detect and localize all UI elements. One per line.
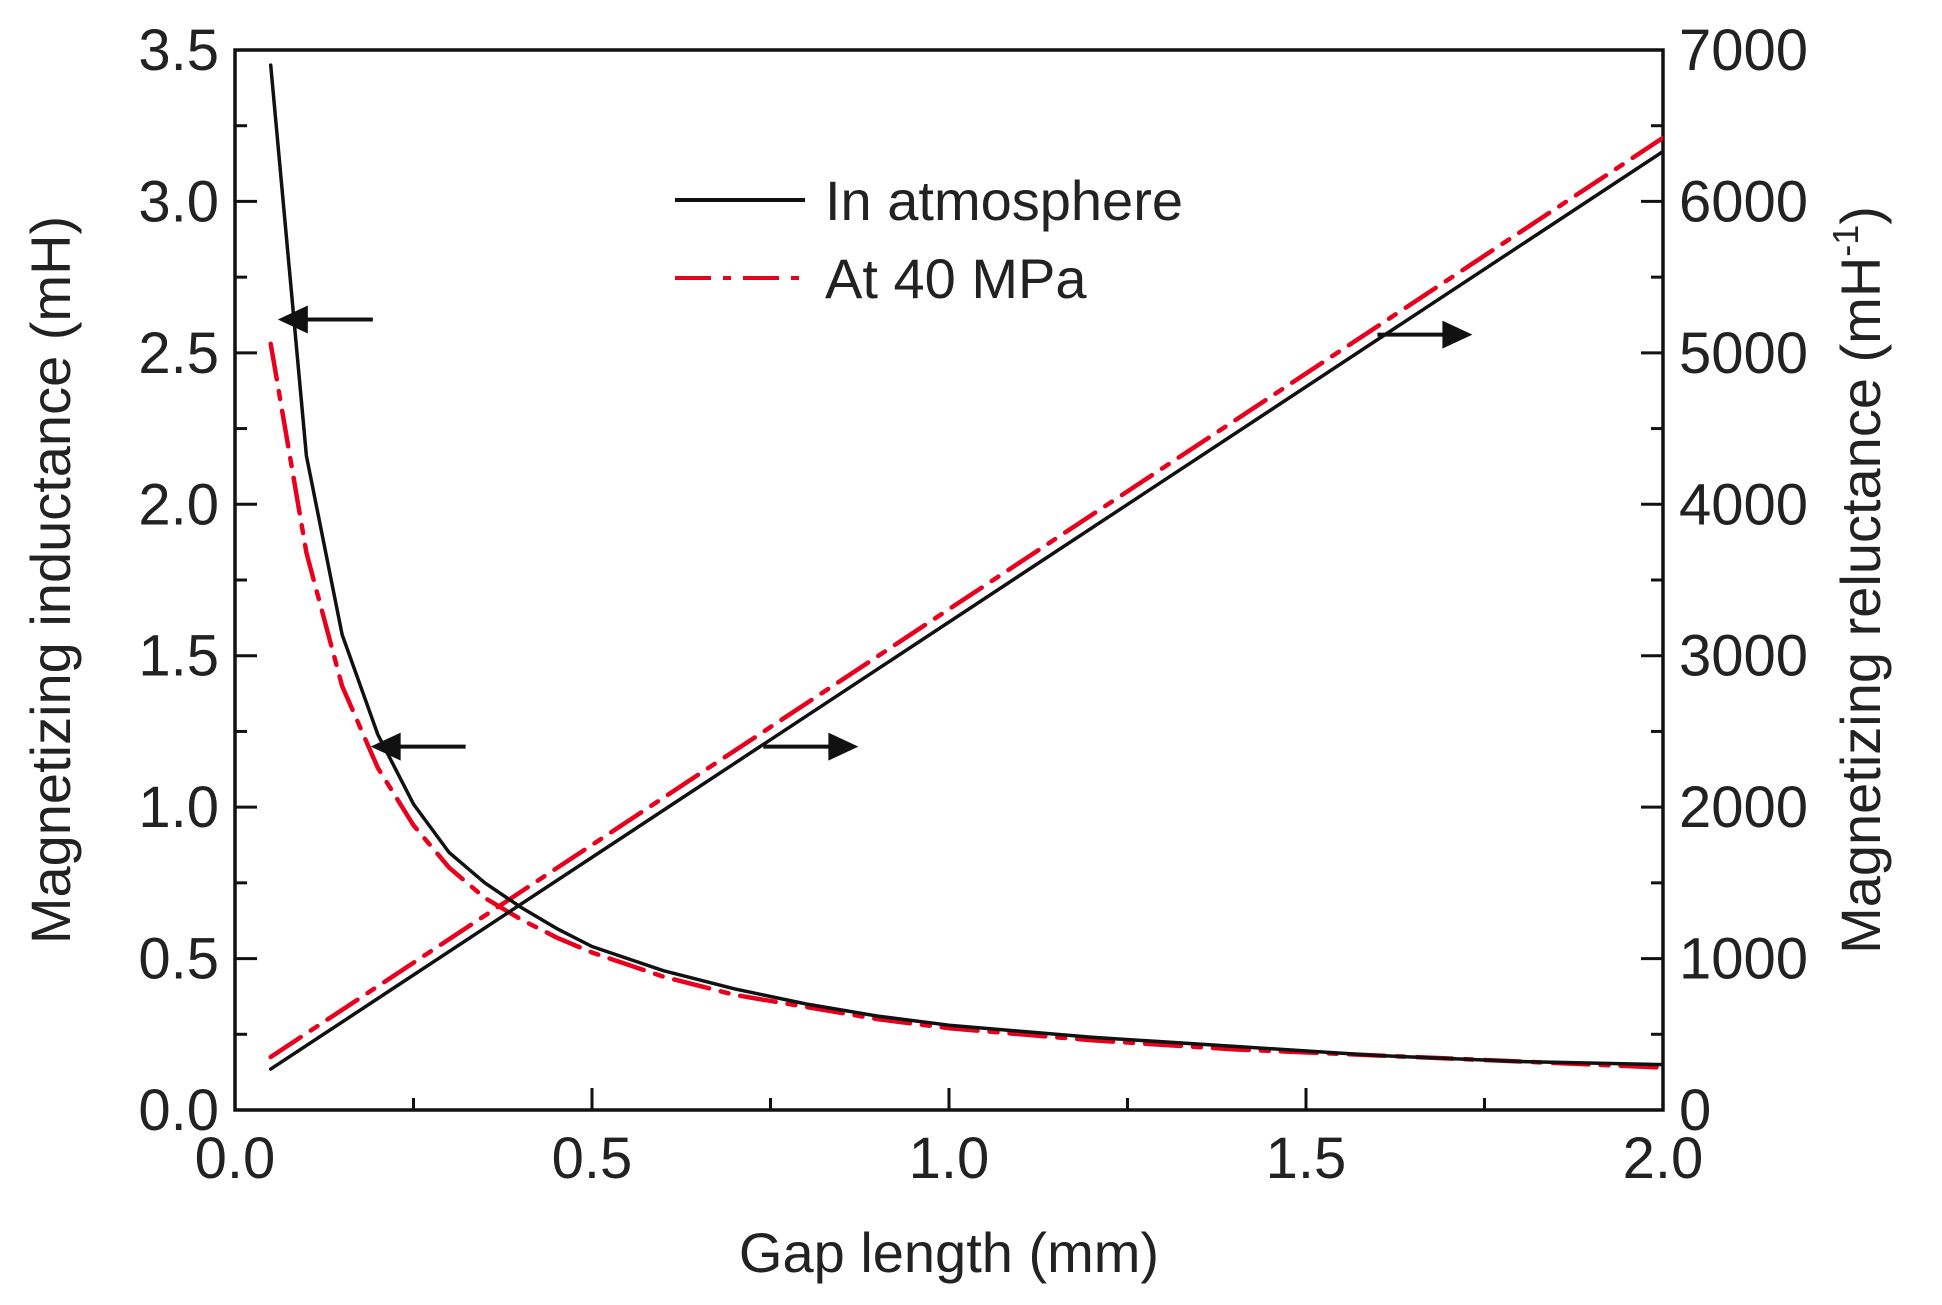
tick-labels: 0.0 0.5 1.0 1.5 2.0 0.0 0.5 1.0 1.5 2.0 2.5 3.0 3.5 0… — [138, 18, 1808, 1191]
right-y-tick-label: 2000 — [1679, 775, 1808, 840]
right-y-axis-title-close: ) — [1829, 206, 1892, 225]
series-layer — [268, 63, 1663, 1071]
left-y-tick-label: 0.0 — [138, 1078, 219, 1143]
x-tick-label: 2.0 — [1623, 1126, 1704, 1191]
left-y-tick-label: 2.0 — [138, 472, 219, 537]
arrow-left-top-head — [277, 305, 308, 334]
annotation-arrows — [277, 305, 1473, 761]
arrow-left-middle-head — [370, 732, 401, 761]
series-reluctance-at-40-mpa — [268, 135, 1663, 1060]
left-y-axis-title: Magnetizing inductance (mH) — [19, 216, 82, 944]
right-y-tick-label: 3000 — [1679, 624, 1808, 689]
right-y-tick-label: 1000 — [1679, 927, 1808, 992]
right-y-tick-label: 5000 — [1679, 321, 1808, 386]
arrow-right-middle-head — [828, 732, 859, 761]
legend-label-in-atmosphere: In atmosphere — [825, 169, 1183, 232]
left-y-tick-label: 1.5 — [138, 624, 219, 689]
series-inductance-at-40-mpa — [268, 341, 1663, 1070]
x-tick-label: 0.5 — [552, 1126, 633, 1191]
right-y-tick-label: 6000 — [1679, 169, 1808, 234]
left-y-tick-label: 0.5 — [138, 927, 219, 992]
legend: In atmosphere At 40 MPa — [675, 169, 1183, 310]
arrow-right-top-head — [1442, 320, 1473, 349]
right-y-axis-title: Magnetizing reluctance (mH-1) — [1825, 206, 1892, 954]
left-y-tick-label: 3.5 — [138, 18, 219, 83]
x-axis-title: Gap length (mm) — [739, 1221, 1159, 1284]
series-reluctance-in-atmosphere — [268, 149, 1663, 1071]
x-tick-label: 0.0 — [195, 1126, 276, 1191]
axis-ticks — [233, 48, 1665, 1112]
left-y-tick-label: 3.0 — [138, 169, 219, 234]
legend-label-at-40-mpa: At 40 MPa — [825, 247, 1087, 310]
right-y-axis-title-base: Magnetizing reluctance (mH — [1829, 257, 1892, 954]
right-y-tick-label: 0 — [1679, 1078, 1711, 1143]
left-y-tick-label: 1.0 — [138, 775, 219, 840]
right-y-axis-title-superscript: -1 — [1825, 225, 1866, 257]
right-y-tick-label: 7000 — [1679, 18, 1808, 83]
right-y-tick-label: 4000 — [1679, 472, 1808, 537]
x-tick-label: 1.0 — [909, 1126, 990, 1191]
left-y-tick-label: 2.5 — [138, 321, 219, 386]
x-tick-label: 1.5 — [1266, 1126, 1347, 1191]
